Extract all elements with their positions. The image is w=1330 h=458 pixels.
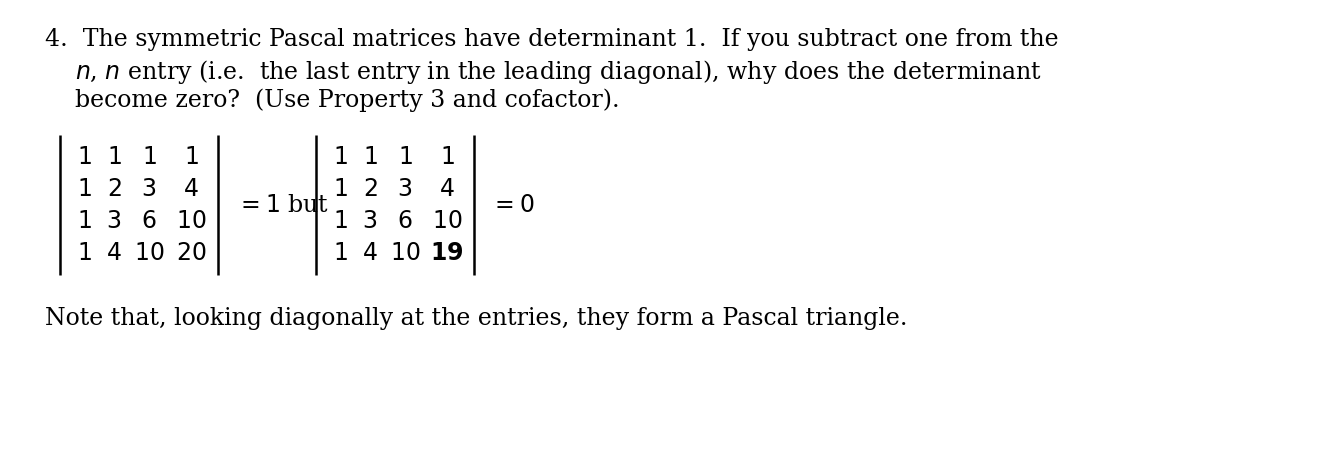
Text: $1$: $1$ bbox=[440, 146, 455, 169]
Text: $2$: $2$ bbox=[106, 178, 121, 201]
Text: $6$: $6$ bbox=[141, 209, 157, 233]
Text: $4$: $4$ bbox=[362, 241, 378, 265]
Text: $1$: $1$ bbox=[106, 146, 121, 169]
Text: Note that, looking diagonally at the entries, they form a Pascal triangle.: Note that, looking diagonally at the ent… bbox=[45, 307, 907, 330]
Text: $1$: $1$ bbox=[77, 178, 92, 201]
Text: $1$: $1$ bbox=[332, 146, 347, 169]
Text: $1$: $1$ bbox=[77, 146, 92, 169]
Text: 4.  The symmetric Pascal matrices have determinant 1.  If you subtract one from : 4. The symmetric Pascal matrices have de… bbox=[45, 28, 1059, 51]
Text: $3$: $3$ bbox=[363, 209, 378, 233]
Text: $1$: $1$ bbox=[77, 241, 92, 265]
Text: $20$: $20$ bbox=[176, 241, 206, 265]
Text: $1$: $1$ bbox=[332, 241, 347, 265]
Text: $4$: $4$ bbox=[439, 178, 455, 201]
Text: $n$, $n$ entry (i.e.  the last entry in the leading diagonal), why does the dete: $n$, $n$ entry (i.e. the last entry in t… bbox=[74, 58, 1041, 86]
Text: $10$: $10$ bbox=[432, 209, 463, 233]
Text: $\mathbf{19}$: $\mathbf{19}$ bbox=[431, 241, 464, 265]
Text: $1$: $1$ bbox=[332, 209, 347, 233]
Text: $1$: $1$ bbox=[141, 146, 157, 169]
Text: $3$: $3$ bbox=[106, 209, 121, 233]
Text: $2$: $2$ bbox=[363, 178, 378, 201]
Text: $6$: $6$ bbox=[398, 209, 412, 233]
Text: $4$: $4$ bbox=[106, 241, 122, 265]
Text: $10$: $10$ bbox=[390, 241, 420, 265]
Text: $3$: $3$ bbox=[141, 178, 157, 201]
Text: $= 1$ but: $= 1$ but bbox=[235, 193, 329, 217]
Text: $1$: $1$ bbox=[398, 146, 412, 169]
Text: $1$: $1$ bbox=[77, 209, 92, 233]
Text: $1$: $1$ bbox=[363, 146, 378, 169]
Text: $1$: $1$ bbox=[332, 178, 347, 201]
Text: $4$: $4$ bbox=[184, 178, 198, 201]
Text: $3$: $3$ bbox=[398, 178, 412, 201]
Text: $1$: $1$ bbox=[184, 146, 198, 169]
Text: $10$: $10$ bbox=[176, 209, 206, 233]
Text: $10$: $10$ bbox=[134, 241, 164, 265]
Text: $= 0$: $= 0$ bbox=[489, 193, 535, 217]
Text: become zero?  (Use Property 3 and cofactor).: become zero? (Use Property 3 and cofacto… bbox=[74, 88, 620, 112]
